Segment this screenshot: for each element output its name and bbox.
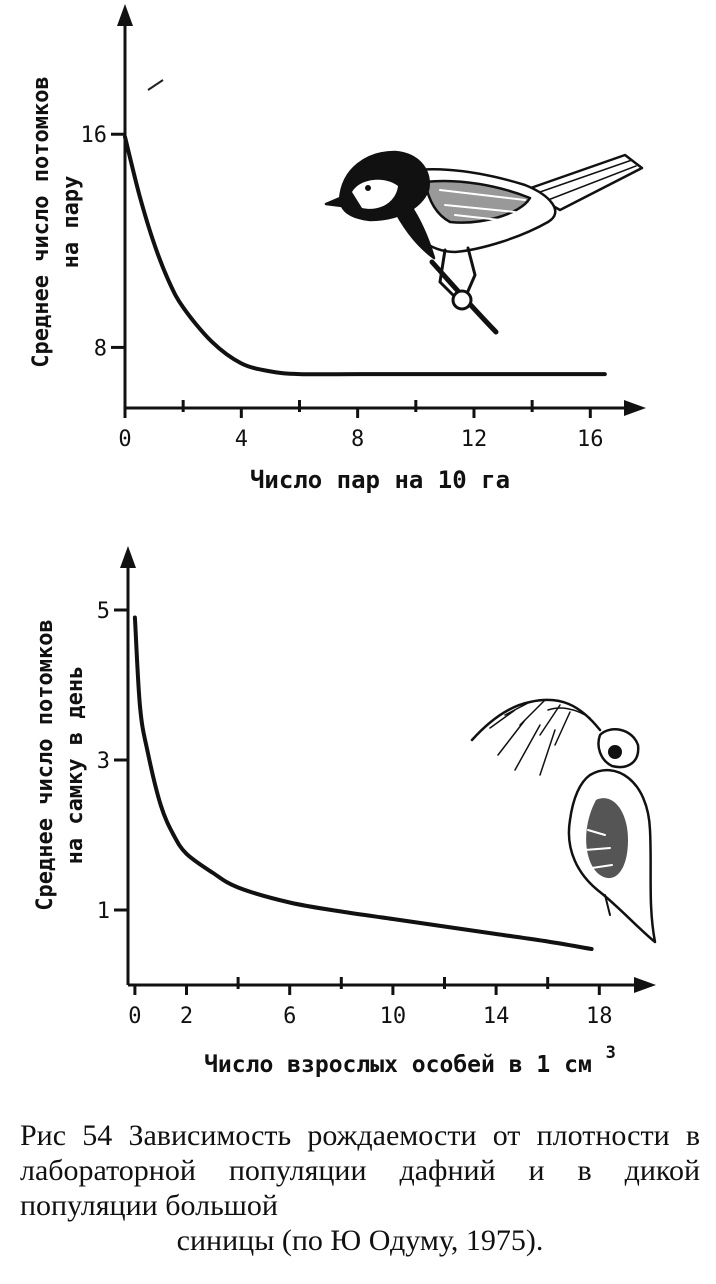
birth-rate-chart-great-tit: 0 4 8 12 16 8 16 Среднее число потомков на пар… — [29, 4, 646, 494]
x-axis-title-superscript: 3 — [606, 1043, 616, 1063]
tick-labels: 0 2 6 10 14 18 1 3 5 — [97, 599, 613, 1029]
x-tick-label: 16 — [577, 427, 604, 452]
tick-marks — [114, 608, 601, 995]
y-tick-label: 8 — [94, 336, 107, 361]
y-axis-arrowhead — [120, 546, 136, 568]
x-tick-label: 6 — [283, 1004, 296, 1029]
daphnia-head — [597, 728, 640, 769]
y-tick-label: 1 — [97, 899, 110, 924]
x-tick-label: 10 — [380, 1004, 407, 1029]
axes — [117, 4, 646, 416]
y-tick-label: 5 — [97, 599, 110, 624]
axes — [120, 546, 656, 993]
stray-mark — [147, 79, 164, 91]
tick-marks — [111, 132, 592, 418]
daphnia-antenna — [470, 698, 602, 742]
daphnia-illustration — [470, 698, 657, 944]
daphnia-eye — [608, 745, 622, 759]
y-tick-label: 16 — [81, 123, 108, 148]
x-axis-title-text: Число взрослых особей в 1 см — [204, 1052, 592, 1078]
y-axis-title-line-1: Среднее число потомков — [29, 76, 54, 367]
tick-labels: 0 4 8 12 16 8 16 — [81, 123, 604, 452]
great-tit-bird-illustration — [324, 150, 644, 335]
x-tick-label: 0 — [118, 427, 131, 452]
caption-line-1: Рис 54 Зависимость рождаемости от — [20, 1119, 521, 1152]
figure-caption: Рис 54 Зависимость рождаемости от плотно… — [20, 1118, 700, 1258]
x-axis-title: Число пар на 10 га — [250, 466, 510, 494]
x-axis-arrowhead — [624, 400, 646, 416]
bird-beak — [324, 196, 344, 208]
caption-line-4: синицы (по Ю Одуму, 1975). — [176, 1224, 544, 1257]
y-axis-title-line-1: Среднее число потомков — [33, 619, 58, 910]
x-axis-title: Число взрослых особей в 1 см 3 — [204, 1043, 616, 1078]
x-tick-label: 4 — [235, 427, 248, 452]
x-axis-arrowhead — [634, 977, 656, 993]
x-tick-label: 8 — [351, 427, 364, 452]
birth-rate-chart-daphnia: 0 2 6 10 14 18 1 3 5 Среднее число потомков на с… — [33, 546, 657, 1078]
bird-bib — [390, 203, 436, 260]
series-line — [132, 615, 594, 951]
x-tick-label: 0 — [128, 1004, 141, 1029]
x-tick-label: 2 — [180, 1004, 193, 1029]
y-axis-arrowhead — [117, 4, 133, 26]
caption-line-3: дафний и в дикой популяции большой — [20, 1154, 700, 1222]
bird-cheek — [352, 179, 398, 209]
caption-line-2: плотности в лабораторной популяции — [20, 1119, 701, 1187]
bird-eye — [365, 185, 371, 191]
y-axis-title-line-2: на пару — [59, 176, 84, 269]
daphnia-body — [567, 769, 657, 944]
y-tick-label: 3 — [97, 749, 110, 774]
series-line — [123, 134, 607, 377]
x-tick-label: 14 — [483, 1004, 510, 1029]
daphnia-inner — [586, 798, 628, 879]
x-tick-label: 12 — [461, 427, 488, 452]
y-axis-title-line-2: на самку в день — [63, 666, 88, 865]
x-tick-label: 18 — [586, 1004, 613, 1029]
